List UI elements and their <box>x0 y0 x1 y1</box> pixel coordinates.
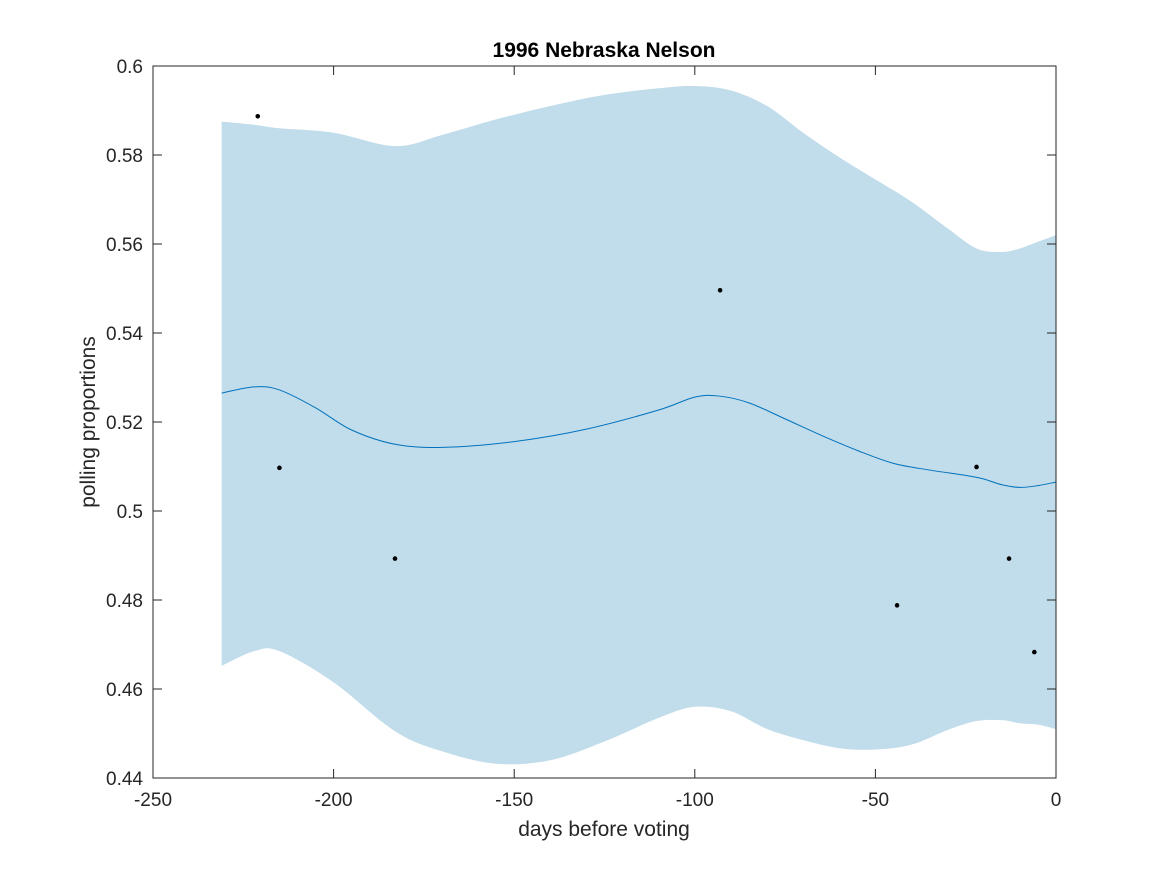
x-tick-label: -200 <box>315 790 353 811</box>
x-tick-label: -250 <box>134 790 172 811</box>
x-tick-label: 0 <box>1051 790 1062 811</box>
x-tick-label: -150 <box>495 790 533 811</box>
data-point <box>392 556 398 561</box>
data-point <box>894 603 900 608</box>
data-point <box>277 465 282 471</box>
series-line <box>221 386 1057 488</box>
y-tick-label: 0.5 <box>117 502 143 523</box>
data-point <box>255 113 261 119</box>
x-axis-label: days before voting <box>518 818 690 841</box>
x-tick-label: -50 <box>862 790 889 811</box>
x-axis: -250 -200 -150 -100 -50 0 <box>134 66 1061 811</box>
data-point <box>1032 649 1037 655</box>
y-tick-label: 0.48 <box>106 591 143 612</box>
y-tick-label: 0.58 <box>106 146 143 167</box>
data-point <box>974 464 979 470</box>
plot-area <box>221 85 1057 765</box>
chart-title: 1996 Nebraska Nelson <box>493 39 716 62</box>
data-point <box>1006 556 1012 561</box>
y-axis-label: polling proportions <box>77 336 100 508</box>
y-tick-label: 0.56 <box>106 235 143 256</box>
data-point <box>717 287 723 293</box>
x-tick-label: -100 <box>676 790 714 811</box>
y-tick-label: 0.44 <box>106 769 143 790</box>
confidence-band <box>221 85 1056 765</box>
y-tick-label: 0.52 <box>106 413 143 434</box>
y-tick-label: 0.46 <box>106 680 143 701</box>
y-tick-label: 0.6 <box>117 57 143 78</box>
y-tick-label: 0.54 <box>106 324 143 345</box>
y-axis: 0.44 0.46 0.48 0.5 0.52 0.54 0.56 0.58 0.6 <box>106 57 1056 790</box>
